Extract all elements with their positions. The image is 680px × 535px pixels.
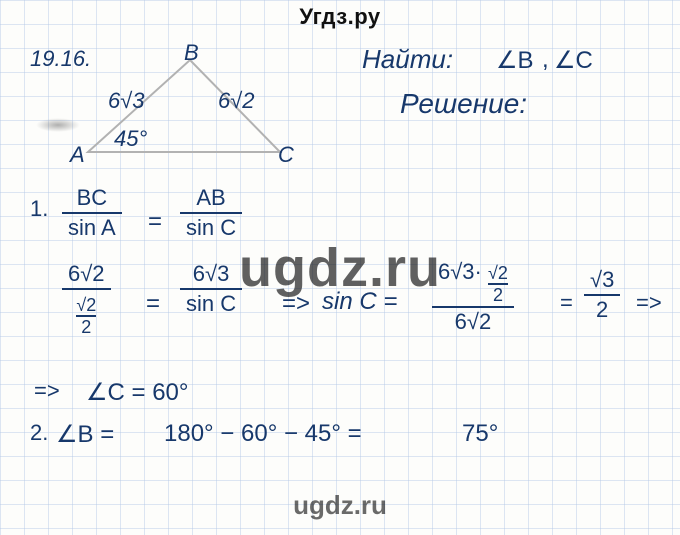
frac5-num-bot: 2 bbox=[493, 286, 503, 304]
frac-ab-over-sinc: AB sin C bbox=[180, 186, 242, 240]
frac5-bar bbox=[432, 306, 514, 308]
frac6-den: 2 bbox=[590, 298, 614, 322]
frac-bc-over-sina: BC sin A bbox=[62, 186, 122, 240]
frac6-num: √3 bbox=[584, 268, 620, 292]
frac3-den-mini: √2 2 bbox=[76, 296, 96, 336]
eq3: = bbox=[560, 290, 573, 316]
frac2-den: sin C bbox=[180, 216, 242, 240]
find-label: Найти: bbox=[362, 44, 453, 75]
vertex-a-label: A bbox=[70, 142, 85, 168]
frac3-den: √2 2 bbox=[70, 292, 102, 336]
frac6: √3 2 bbox=[584, 268, 620, 322]
frac4-num: 6√3 bbox=[187, 262, 236, 286]
step2-prefix: ∠B = bbox=[56, 420, 114, 449]
frac5: 6√3· √2 2 6√2 bbox=[432, 260, 514, 334]
eq2: = bbox=[146, 290, 160, 318]
frac5-den: 6√2 bbox=[449, 310, 498, 334]
frac5-num-left: 6√3· bbox=[438, 259, 482, 284]
frac4: 6√3 sin C bbox=[180, 262, 242, 316]
frac4-den: sin C bbox=[180, 292, 242, 316]
find-comma: , bbox=[542, 46, 549, 74]
frac4-bar bbox=[180, 288, 242, 290]
step2-expr: 180° − 60° − 45° = bbox=[164, 420, 362, 448]
frac1-den: sin A bbox=[62, 216, 122, 240]
frac3-num: 6√2 bbox=[62, 262, 111, 286]
frac2-bar bbox=[180, 212, 242, 214]
step1-conclusion: ∠C = 60° bbox=[86, 378, 189, 407]
frac5-num-top: √2 bbox=[488, 264, 508, 282]
frac1-num: BC bbox=[71, 186, 114, 210]
frac3: 6√2 √2 2 bbox=[62, 262, 111, 336]
frac3-den-top: √2 bbox=[76, 296, 96, 314]
step2-number: 2. bbox=[30, 420, 48, 446]
header-site: Угдз.ру bbox=[0, 4, 680, 30]
find-angle-b: ∠B bbox=[496, 46, 534, 75]
vertex-b-label: B bbox=[184, 40, 199, 66]
frac2-num: AB bbox=[190, 186, 231, 210]
frac3-den-bot: 2 bbox=[81, 318, 91, 336]
arrow3: => bbox=[34, 378, 60, 404]
side-bc-label: 6√2 bbox=[218, 88, 255, 114]
frac3-bar bbox=[62, 288, 111, 290]
step2-result: 75° bbox=[462, 420, 498, 448]
frac5-num: 6√3· √2 2 bbox=[432, 260, 514, 304]
triangle-figure: A B C 6√3 6√2 45° bbox=[70, 46, 300, 166]
arrow1: => bbox=[282, 290, 310, 318]
side-ab-label: 6√3 bbox=[108, 88, 145, 114]
page: Угдз.ру 19.16. A B C 6√3 6√2 45° Найти: … bbox=[0, 0, 680, 535]
arrow2: => bbox=[636, 290, 662, 316]
frac6-bar bbox=[584, 294, 620, 296]
solution-label: Решение: bbox=[400, 88, 527, 120]
watermark-bottom: ugdz.ru bbox=[293, 490, 387, 521]
angle-a-label: 45° bbox=[114, 126, 147, 152]
frac1-bar bbox=[62, 212, 122, 214]
frac5-num-mini: √2 2 bbox=[488, 264, 508, 304]
eq1: = bbox=[148, 208, 162, 236]
find-angle-c: ∠C bbox=[554, 46, 593, 75]
vertex-c-label: C bbox=[278, 142, 294, 168]
step1-number: 1. bbox=[30, 196, 48, 222]
sinc-eq: sin C = bbox=[322, 288, 397, 316]
